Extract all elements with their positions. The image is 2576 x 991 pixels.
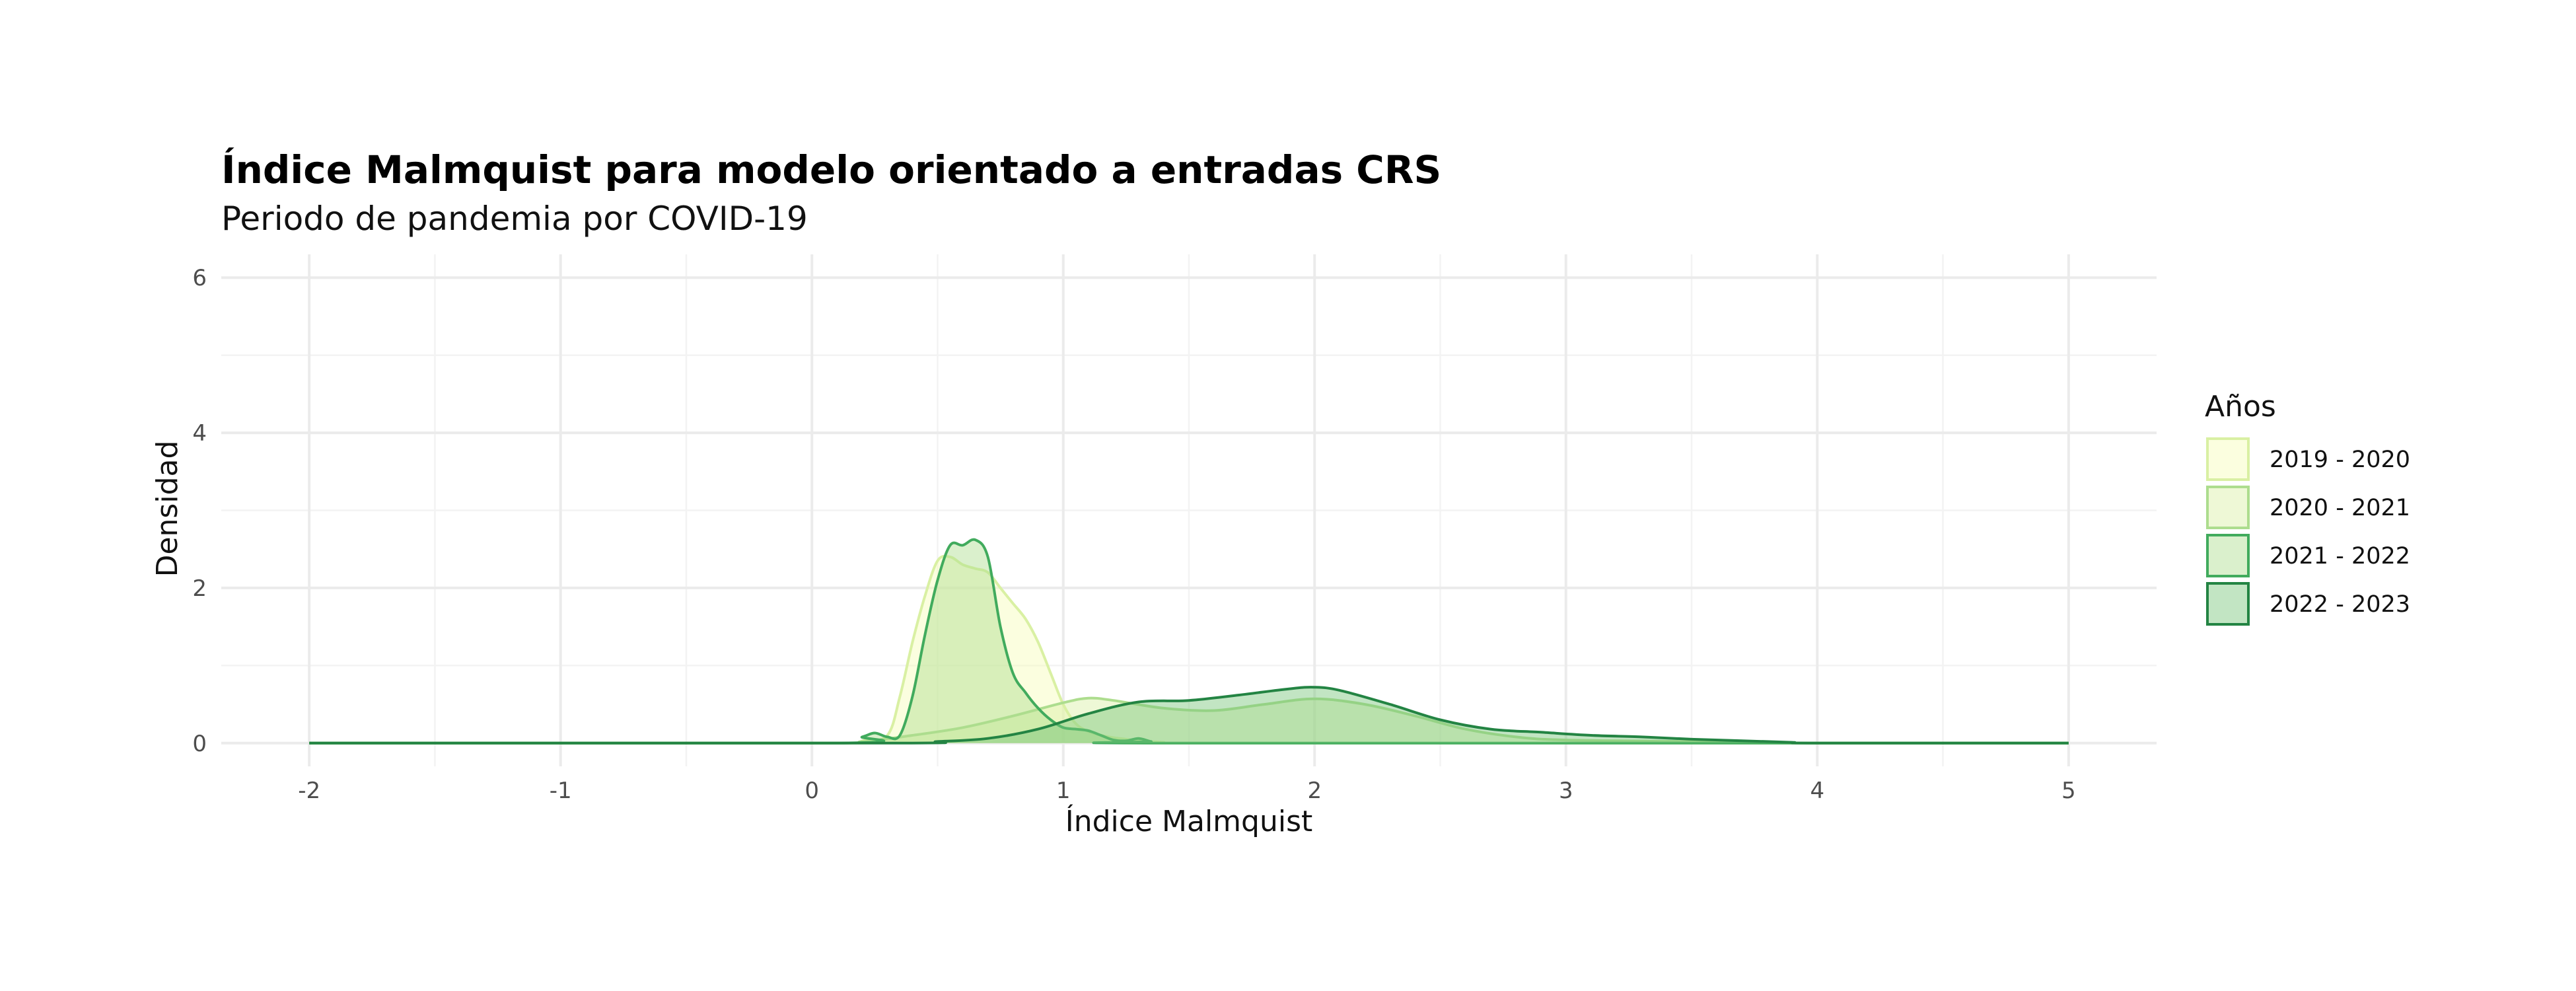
x-axis-title: Índice Malmquist [1065,803,1313,838]
legend-label: 2021 - 2022 [2270,543,2410,569]
legend-item: 2019 - 2020 [2206,437,2410,481]
density-series-4 [309,686,2069,745]
x-tick-label: 4 [1810,778,1824,804]
density-line [309,538,2069,745]
x-axis-ticks: -2 -1 0 1 2 3 4 5 [298,778,2075,804]
density-area [309,687,2069,743]
density-area [309,698,2069,743]
density-line [309,686,2069,745]
legend-title: Años [2205,390,2276,423]
legend-item: 2022 - 2023 [2206,582,2410,626]
legend-swatch [2206,486,2250,529]
density-series-3 [309,538,2069,745]
x-tick-label: 1 [1056,778,1071,804]
chart-title: Índice Malmquist para modelo orientado a… [221,147,1441,192]
legend-swatch [2206,582,2250,626]
y-tick-label: 4 [192,420,207,447]
y-tick-label: 2 [192,575,207,602]
x-tick-label: 2 [1307,778,1322,804]
legend-swatch [2206,437,2250,481]
chart-subtitle: Periodo de pandemia por COVID-19 [221,200,808,238]
legend-swatch [2206,534,2250,577]
grid [221,254,2157,766]
legend-item: 2020 - 2021 [2206,486,2410,529]
legend-label: 2020 - 2021 [2270,495,2410,521]
legend-item: 2021 - 2022 [2206,534,2410,577]
y-tick-label: 0 [192,731,207,757]
y-tick-label: 6 [192,265,207,291]
x-tick-label: -1 [550,778,572,804]
x-tick-label: -2 [298,778,320,804]
density-areas [309,538,2069,745]
x-tick-label: 0 [805,778,819,804]
y-axis-ticks: 0 2 4 6 [192,265,207,757]
y-axis-title: Densidad [151,441,184,577]
legend: Años 2019 - 2020 2020 - 2021 2021 - 2022 20… [2205,390,2410,626]
legend-label: 2022 - 2023 [2270,591,2410,618]
legend-label: 2019 - 2020 [2270,447,2410,473]
x-tick-label: 3 [1559,778,1573,804]
x-tick-label: 5 [2061,778,2076,804]
